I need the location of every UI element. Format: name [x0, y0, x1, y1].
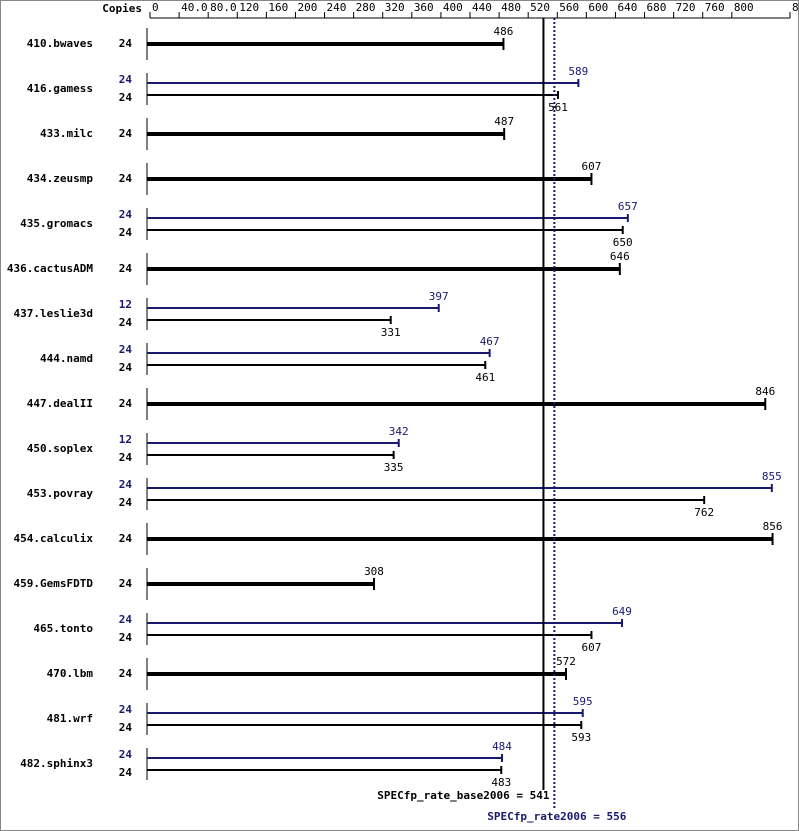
- benchmark-label: 433.milc: [40, 127, 93, 140]
- x-tick-label: 280: [356, 1, 376, 14]
- copies-label: 24: [119, 748, 133, 761]
- value-label: 607: [582, 641, 602, 654]
- benchmark-label: 459.GemsFDTD: [14, 577, 94, 590]
- copies-label: 24: [119, 721, 133, 734]
- value-label: 607: [582, 160, 602, 173]
- benchmark-label: 435.gromacs: [20, 217, 93, 230]
- value-label: 589: [568, 65, 588, 78]
- benchmark-label: 436.cactusADM: [7, 262, 93, 275]
- x-tick-label: 320: [385, 1, 405, 14]
- x-tick-label: 440: [472, 1, 492, 14]
- benchmark-label: 453.povray: [27, 487, 94, 500]
- benchmark-label: 447.dealII: [27, 397, 93, 410]
- x-tick-label: 120: [239, 1, 259, 14]
- copies-label: 24: [119, 451, 133, 464]
- summary-label: SPECfp_rate_base2006 = 541: [377, 789, 550, 802]
- benchmark-label: 434.zeusmp: [27, 172, 94, 185]
- value-label: 486: [494, 25, 514, 38]
- value-label: 483: [491, 776, 511, 789]
- copies-label: 24: [119, 127, 133, 140]
- value-label: 487: [494, 115, 514, 128]
- value-label: 335: [384, 461, 404, 474]
- copies-label: 12: [119, 298, 132, 311]
- x-tick-label: 640: [617, 1, 637, 14]
- x-tick-label: 160: [268, 1, 288, 14]
- value-label: 762: [694, 506, 714, 519]
- value-label: 855: [762, 470, 782, 483]
- benchmark-label: 450.soplex: [27, 442, 94, 455]
- copies-label: 24: [119, 766, 133, 779]
- copies-label: 24: [119, 613, 133, 626]
- x-tick-label: 560: [559, 1, 579, 14]
- benchmark-label: 465.tonto: [33, 622, 93, 635]
- value-label: 397: [429, 290, 449, 303]
- copies-label: 24: [119, 703, 133, 716]
- copies-label: 24: [119, 343, 133, 356]
- value-label: 846: [755, 385, 775, 398]
- value-label: 467: [480, 335, 500, 348]
- x-tick-label: 880: [792, 1, 799, 14]
- copies-label: 24: [119, 361, 133, 374]
- x-tick-label: 400: [443, 1, 463, 14]
- value-label: 331: [381, 326, 401, 339]
- value-label: 308: [364, 565, 384, 578]
- copies-label: 24: [119, 532, 133, 545]
- value-label: 593: [571, 731, 591, 744]
- copies-label: 24: [119, 37, 133, 50]
- benchmark-label: 416.gamess: [27, 82, 93, 95]
- copies-label: 24: [119, 631, 133, 644]
- value-label: 649: [612, 605, 632, 618]
- value-label: 484: [492, 740, 512, 753]
- benchmark-label: 437.leslie3d: [14, 307, 93, 320]
- value-label: 595: [573, 695, 593, 708]
- x-tick-label: 520: [530, 1, 550, 14]
- copies-label: 24: [119, 226, 133, 239]
- value-label: 646: [610, 250, 630, 263]
- x-tick-label: 0: [152, 1, 159, 14]
- x-tick-label: 800: [734, 1, 754, 14]
- copies-label: 24: [119, 496, 133, 509]
- x-tick-label: 600: [588, 1, 608, 14]
- value-label: 461: [475, 371, 495, 384]
- benchmark-label: 410.bwaves: [27, 37, 93, 50]
- benchmark-label: 444.namd: [40, 352, 93, 365]
- x-tick-label: 40.0: [181, 1, 208, 14]
- value-label: 342: [389, 425, 409, 438]
- copies-label: 24: [119, 262, 133, 275]
- x-tick-label: 720: [676, 1, 696, 14]
- copies-label: 24: [119, 397, 133, 410]
- x-tick-label: 760: [705, 1, 725, 14]
- value-label: 650: [613, 236, 633, 249]
- value-label: 561: [548, 101, 568, 114]
- benchmark-label: 470.lbm: [47, 667, 94, 680]
- copies-label: 24: [119, 172, 133, 185]
- copies-label: 24: [119, 577, 133, 590]
- benchmark-label: 454.calculix: [14, 532, 94, 545]
- x-tick-label: 480: [501, 1, 521, 14]
- x-tick-label: 240: [327, 1, 347, 14]
- value-label: 856: [763, 520, 783, 533]
- value-label: 572: [556, 655, 576, 668]
- summary-label: SPECfp_rate2006 = 556: [487, 810, 626, 823]
- benchmark-label: 482.sphinx3: [20, 757, 93, 770]
- copies-label: 24: [119, 667, 133, 680]
- x-tick-label: 200: [297, 1, 317, 14]
- benchmark-label: 481.wrf: [47, 712, 93, 725]
- copies-header: Copies: [102, 2, 142, 15]
- value-label: 657: [618, 200, 638, 213]
- copies-label: 12: [119, 433, 132, 446]
- x-tick-label: 80.0: [210, 1, 237, 14]
- copies-label: 24: [119, 208, 133, 221]
- copies-label: 24: [119, 316, 133, 329]
- copies-label: 24: [119, 73, 133, 86]
- copies-label: 24: [119, 478, 133, 491]
- x-tick-label: 360: [414, 1, 434, 14]
- x-tick-label: 680: [647, 1, 667, 14]
- copies-label: 24: [119, 91, 133, 104]
